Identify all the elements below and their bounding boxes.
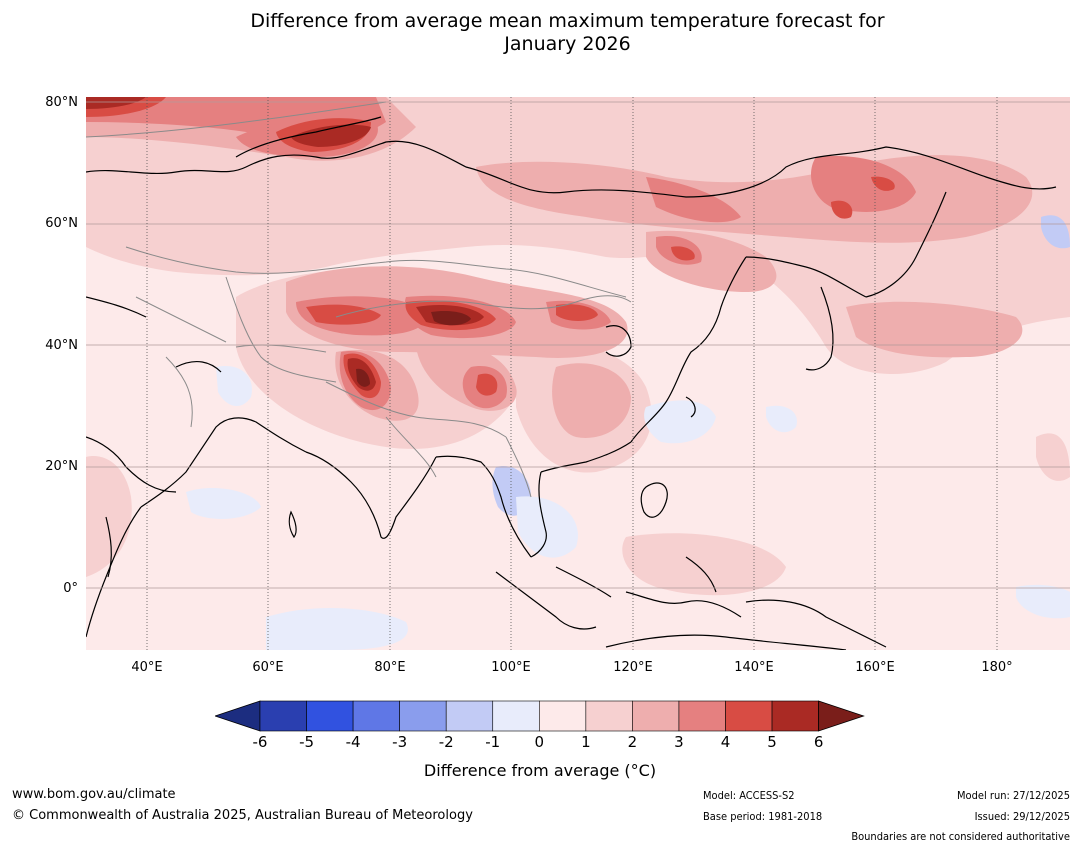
colorbar-segment	[585, 700, 633, 732]
colorbar-tick-label: -6	[252, 733, 268, 751]
colorbar-tick-label: 3	[674, 733, 684, 751]
lon-label-180: 180°	[981, 660, 1013, 675]
footer-url: www.bom.gov.au/climate	[12, 787, 176, 802]
lat-label-60n: 60°N	[45, 216, 78, 231]
title-line-2: January 2026	[504, 33, 631, 55]
anomaly-over-6	[356, 310, 471, 387]
colorbar-segment	[492, 700, 540, 732]
colorbar-segment	[538, 700, 587, 732]
colorbar-segment	[445, 700, 494, 732]
footer-base-period: Base period: 1981-2018	[703, 810, 823, 823]
colorbar-segment	[259, 700, 307, 732]
lon-label-40e: 40°E	[131, 660, 163, 675]
colorbar-tick-label: 5	[767, 733, 777, 751]
lon-label-80e: 80°E	[374, 660, 406, 675]
lat-label-80n: 80°N	[45, 95, 78, 110]
colorbar-tick-label: -3	[392, 733, 408, 751]
colorbar-segment	[632, 700, 680, 732]
footer-model-run: Model run: 27/12/2025	[957, 789, 1070, 802]
colorbar-segment	[399, 700, 447, 732]
colorbar-extend-high	[818, 700, 865, 732]
colorbar-tick-label: -5	[299, 733, 315, 751]
footer-copyright: © Commonwealth of Australia 2025, Austra…	[12, 808, 473, 823]
colorbar-tick-label: 6	[813, 733, 824, 751]
footer-issued: Issued: 29/12/2025	[974, 810, 1070, 823]
lat-label-20n: 20°N	[45, 459, 78, 474]
country-boundaries	[86, 101, 632, 498]
chart-title: Difference from average mean maximum tem…	[0, 10, 1081, 56]
colorbar-segment	[306, 700, 354, 732]
coastlines	[86, 116, 1057, 650]
colorbar-label: Difference from average (°C)	[423, 761, 657, 780]
lat-label-0: 0°	[63, 581, 78, 596]
forecast-map	[86, 97, 1070, 650]
colorbar-tick-label: -2	[438, 733, 454, 751]
colorbar-tick-label: 0	[534, 733, 545, 751]
lon-label-100e: 100°E	[491, 660, 531, 675]
title-line-1: Difference from average mean maximum tem…	[250, 10, 885, 32]
colorbar	[215, 700, 865, 732]
graticule	[86, 97, 1070, 650]
footer-disclaimer: Boundaries are not considered authoritat…	[851, 830, 1070, 843]
lon-label-60e: 60°E	[252, 660, 284, 675]
colorbar-tick-label: -4	[345, 733, 361, 751]
colorbar-segment	[771, 700, 819, 732]
colorbar-tick-label: 1	[581, 733, 591, 751]
colorbar-tick-label: 4	[720, 733, 731, 751]
lat-label-40n: 40°N	[45, 338, 78, 353]
colorbar-segment	[725, 700, 773, 732]
colorbar-segment	[352, 700, 400, 732]
anomaly-negative	[186, 215, 1070, 650]
lon-label-140e: 140°E	[734, 660, 774, 675]
colorbar-extend-low	[215, 700, 261, 732]
lon-label-160e: 160°E	[855, 660, 895, 675]
lon-label-120e: 120°E	[613, 660, 653, 675]
colorbar-tick-label: 2	[627, 733, 638, 751]
footer-model: Model: ACCESS-S2	[703, 789, 795, 802]
colorbar-segment	[678, 700, 726, 732]
colorbar-tick-label: -1	[485, 733, 501, 751]
